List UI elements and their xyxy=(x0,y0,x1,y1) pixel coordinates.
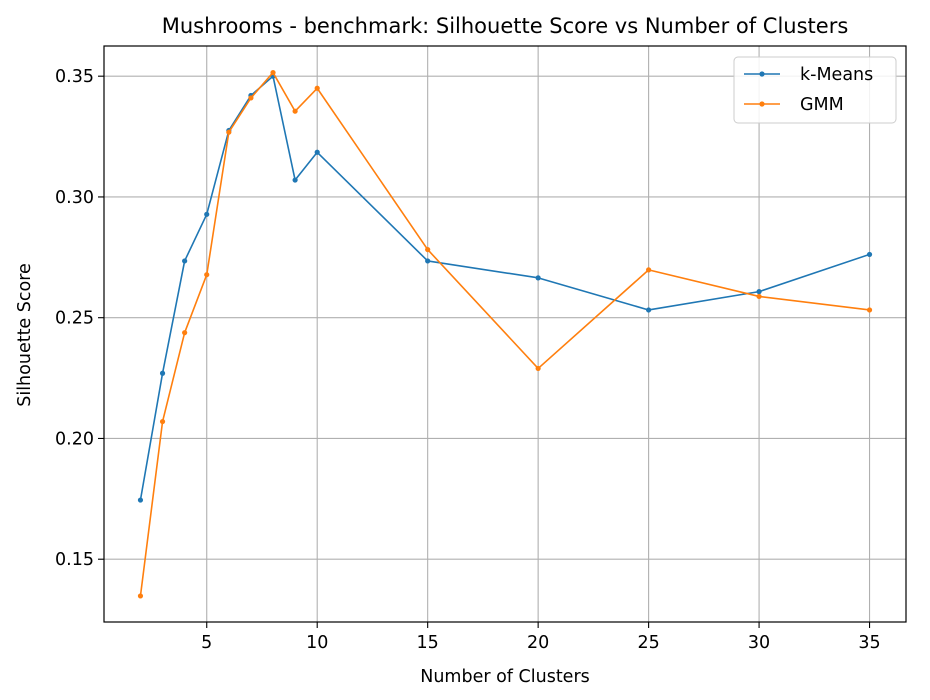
y-tick-label: 0.30 xyxy=(55,188,94,208)
data-point-gmm xyxy=(226,129,232,135)
data-point-k-means xyxy=(646,307,652,313)
data-point-gmm xyxy=(425,246,431,253)
series-line-gmm xyxy=(139,71,870,597)
x-axis-label: Number of Clusters xyxy=(420,667,590,687)
axis-ticks: 5 10 15 20 25 30 35 0.15 0.20 0.25 0.30 0.35 xyxy=(55,67,881,653)
data-point-gmm xyxy=(137,593,144,599)
data-point-gmm xyxy=(204,272,210,278)
data-point-gmm xyxy=(646,267,652,273)
x-tick-label: 25 xyxy=(637,633,659,653)
x-tick-label: 35 xyxy=(858,633,880,653)
data-point-gmm xyxy=(314,85,320,91)
y-tick-label: 0.20 xyxy=(55,429,94,449)
x-tick-label: 30 xyxy=(748,633,770,653)
data-point-k-means xyxy=(137,497,144,503)
legend-marker-k-means xyxy=(759,71,765,77)
plot-lines xyxy=(137,69,873,599)
y-tick-label: 0.35 xyxy=(55,67,94,87)
legend: k-Means GMM xyxy=(733,56,897,124)
data-point-gmm xyxy=(248,95,254,101)
data-point-k-means xyxy=(159,370,166,376)
data-point-gmm xyxy=(182,330,188,336)
plot-area-frame xyxy=(103,45,907,623)
data-point-gmm xyxy=(866,307,873,313)
data-point-k-means xyxy=(756,289,762,295)
data-point-k-means xyxy=(292,177,298,183)
data-point-gmm xyxy=(535,365,541,372)
x-tick-label: 5 xyxy=(201,633,212,653)
y-tick-label: 0.25 xyxy=(55,309,94,329)
data-point-k-means xyxy=(535,275,541,281)
data-point-k-means xyxy=(866,251,873,258)
data-point-gmm xyxy=(159,418,166,425)
legend-label-k-means: k-Means xyxy=(800,65,873,85)
data-point-gmm xyxy=(292,108,298,114)
data-point-k-means xyxy=(204,211,210,217)
y-axis-label: Silhouette Score xyxy=(15,263,35,407)
series-line-k-means xyxy=(139,75,870,501)
data-point-k-means xyxy=(182,258,188,264)
data-point-gmm xyxy=(756,293,762,300)
chart-title: Mushrooms - benchmark: Silhouette Score … xyxy=(162,14,849,38)
series-gmm xyxy=(137,69,873,599)
data-point-k-means xyxy=(425,258,431,264)
x-tick-label: 15 xyxy=(417,633,439,653)
data-point-gmm xyxy=(270,69,276,76)
legend-label-gmm: GMM xyxy=(800,95,844,115)
data-point-k-means xyxy=(314,149,320,155)
grid xyxy=(104,46,906,622)
y-tick-label: 0.15 xyxy=(55,550,94,570)
x-tick-label: 20 xyxy=(527,633,549,653)
legend-marker-gmm xyxy=(759,101,765,107)
x-tick-label: 10 xyxy=(306,633,328,653)
